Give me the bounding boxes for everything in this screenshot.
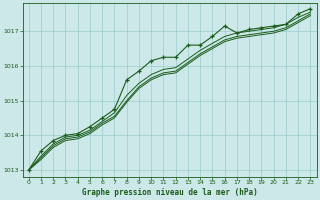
X-axis label: Graphe pression niveau de la mer (hPa): Graphe pression niveau de la mer (hPa) [82, 188, 257, 197]
